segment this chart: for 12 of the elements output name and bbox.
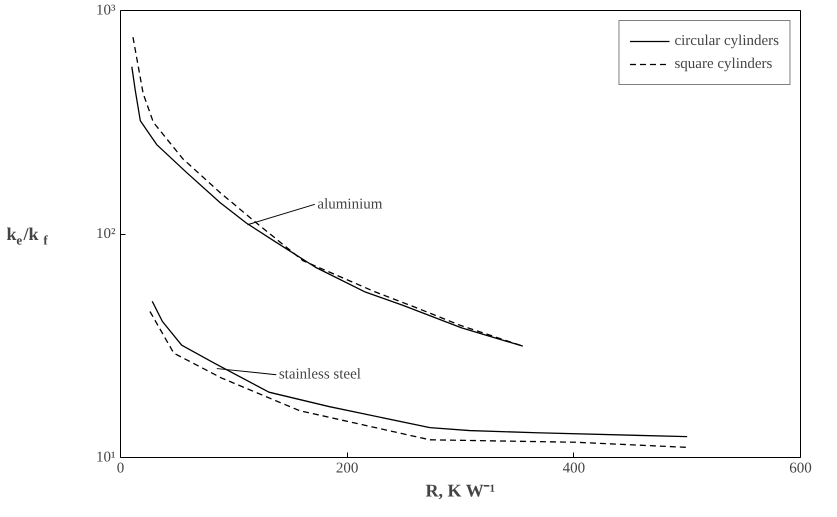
legend-label: square cylinders	[674, 56, 772, 72]
x-tick-label: 200	[336, 460, 358, 476]
x-tick-label: 400	[562, 460, 586, 476]
x-axis-title: R, K W⁻¹	[426, 480, 496, 500]
annotation: stainless steel	[278, 366, 361, 383]
annotation: aluminium	[317, 196, 383, 213]
y-tick-label: 10¹	[96, 450, 116, 466]
x-tick-label: 600	[789, 460, 812, 476]
y-tick-label: 10²	[96, 226, 116, 242]
x-tick-label: 0	[116, 460, 124, 476]
legend-label: circular cylinders	[674, 32, 779, 50]
y-tick-label: 10³	[96, 2, 116, 18]
